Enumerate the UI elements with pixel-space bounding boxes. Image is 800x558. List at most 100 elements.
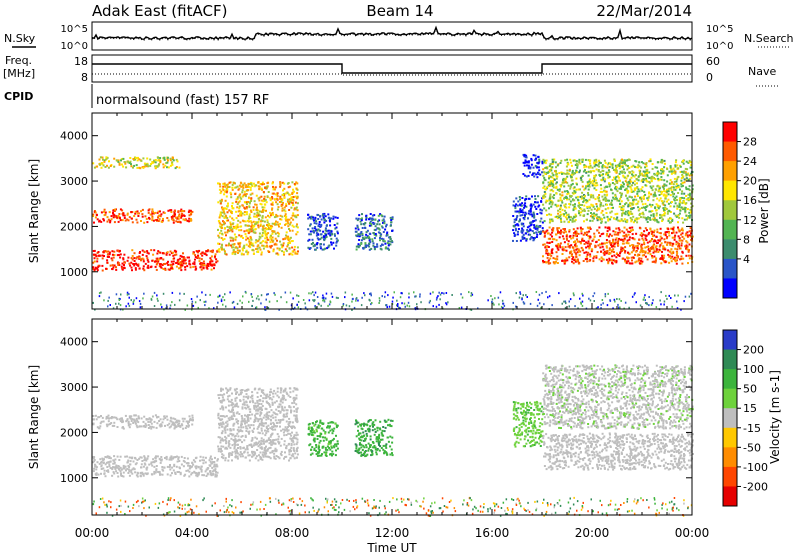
heatmap-cell	[598, 166, 600, 168]
heatmap-cell	[291, 181, 293, 183]
heatmap-cell	[346, 304, 348, 306]
heatmap-cell	[523, 207, 525, 209]
heatmap-cell	[316, 230, 318, 232]
heatmap-cell	[541, 212, 543, 214]
heatmap-cell	[630, 187, 632, 189]
heatmap-cell	[669, 295, 671, 297]
heatmap-cell	[668, 235, 670, 237]
heatmap-cell	[676, 241, 678, 243]
heatmap-cell	[541, 171, 543, 173]
heatmap-cell	[102, 270, 104, 272]
heatmap-cell	[640, 245, 642, 247]
heatmap-cell	[617, 190, 619, 192]
heatmap-cell	[587, 213, 589, 215]
heatmap-cell	[655, 189, 657, 191]
heatmap-cell	[670, 297, 672, 299]
heatmap-cell	[581, 159, 583, 161]
heatmap-cell	[599, 258, 601, 260]
heatmap-cell	[97, 266, 99, 268]
heatmap-cell	[643, 230, 645, 232]
heatmap-cell	[584, 195, 586, 197]
heatmap-cell	[589, 246, 591, 248]
heatmap-cell	[261, 234, 263, 236]
heatmap-cell	[615, 231, 617, 233]
heatmap-cell	[577, 199, 579, 201]
heatmap-cell	[318, 303, 320, 305]
heatmap-cell	[678, 217, 680, 219]
heatmap-cell	[668, 220, 670, 222]
heatmap-cell	[596, 241, 598, 243]
heatmap-cell	[601, 243, 603, 245]
heatmap-cell	[372, 219, 374, 221]
heatmap-cell	[315, 306, 317, 308]
heatmap-cell	[536, 213, 538, 215]
heatmap-cell	[660, 176, 662, 178]
heatmap-cell	[288, 209, 290, 211]
heatmap-cell	[286, 231, 288, 233]
heatmap-cell	[649, 219, 651, 221]
frequency-line	[92, 64, 692, 73]
heatmap-cell	[552, 220, 554, 222]
heatmap-cell	[542, 227, 544, 229]
heatmap-cell	[228, 244, 230, 246]
heatmap-cell	[685, 173, 687, 175]
heatmap-cell	[120, 304, 122, 306]
heatmap-cell	[294, 246, 296, 248]
heatmap-cell	[99, 292, 101, 294]
heatmap-cell	[364, 227, 366, 229]
heatmap-cell	[666, 168, 668, 170]
heatmap-cell	[108, 297, 110, 299]
heatmap-cell	[291, 202, 293, 204]
heatmap-cell	[227, 229, 229, 231]
heatmap-cell	[672, 245, 674, 247]
heatmap-cell	[212, 251, 214, 253]
heatmap-cell	[201, 255, 203, 257]
heatmap-cell	[572, 237, 574, 239]
heatmap-cell	[689, 234, 691, 236]
heatmap-cell	[379, 237, 381, 239]
heatmap-cell	[585, 247, 587, 249]
heatmap-cell	[127, 292, 129, 294]
heatmap-cell	[589, 199, 591, 201]
heatmap-cell	[582, 240, 584, 242]
heatmap-cell	[645, 184, 647, 186]
heatmap-cell	[531, 196, 533, 198]
heatmap-cell	[238, 207, 240, 209]
heatmap-cell	[180, 269, 182, 271]
heatmap-cell	[657, 178, 659, 180]
heatmap-cell	[121, 266, 123, 268]
heatmap-cell	[194, 254, 196, 256]
heatmap-cell	[147, 267, 149, 269]
heatmap-cell	[158, 163, 160, 165]
heatmap-cell	[556, 176, 558, 178]
heatmap-cell	[628, 257, 630, 259]
heatmap-cell	[542, 255, 544, 257]
heatmap-cell	[242, 248, 244, 250]
heatmap-cell	[551, 172, 553, 174]
heatmap-cell	[370, 248, 372, 250]
heatmap-cell	[551, 183, 553, 185]
heatmap-cell	[552, 159, 554, 161]
heatmap-cell	[592, 180, 594, 182]
heatmap-cell	[517, 205, 519, 207]
heatmap-cell	[358, 214, 360, 216]
heatmap-cell	[263, 207, 265, 209]
heatmap-cell	[131, 218, 133, 220]
heatmap-cell	[669, 210, 671, 212]
heatmap-cell	[515, 203, 517, 205]
heatmap-cell	[627, 185, 629, 187]
heatmap-cell	[93, 468, 95, 470]
heatmap-cell	[236, 199, 238, 201]
heatmap-cell	[552, 180, 554, 182]
heatmap-cell	[676, 257, 678, 259]
heatmap-cell	[164, 263, 166, 265]
heatmap-cell	[129, 157, 131, 159]
heatmap-cell	[517, 233, 519, 235]
heatmap-cell	[635, 245, 637, 247]
heatmap-cell	[645, 237, 647, 239]
heatmap-cell	[663, 166, 665, 168]
heatmap-cell	[670, 194, 672, 196]
heatmap-cell	[136, 297, 138, 299]
heatmap-cell	[533, 216, 535, 218]
heatmap-cell	[555, 234, 557, 236]
